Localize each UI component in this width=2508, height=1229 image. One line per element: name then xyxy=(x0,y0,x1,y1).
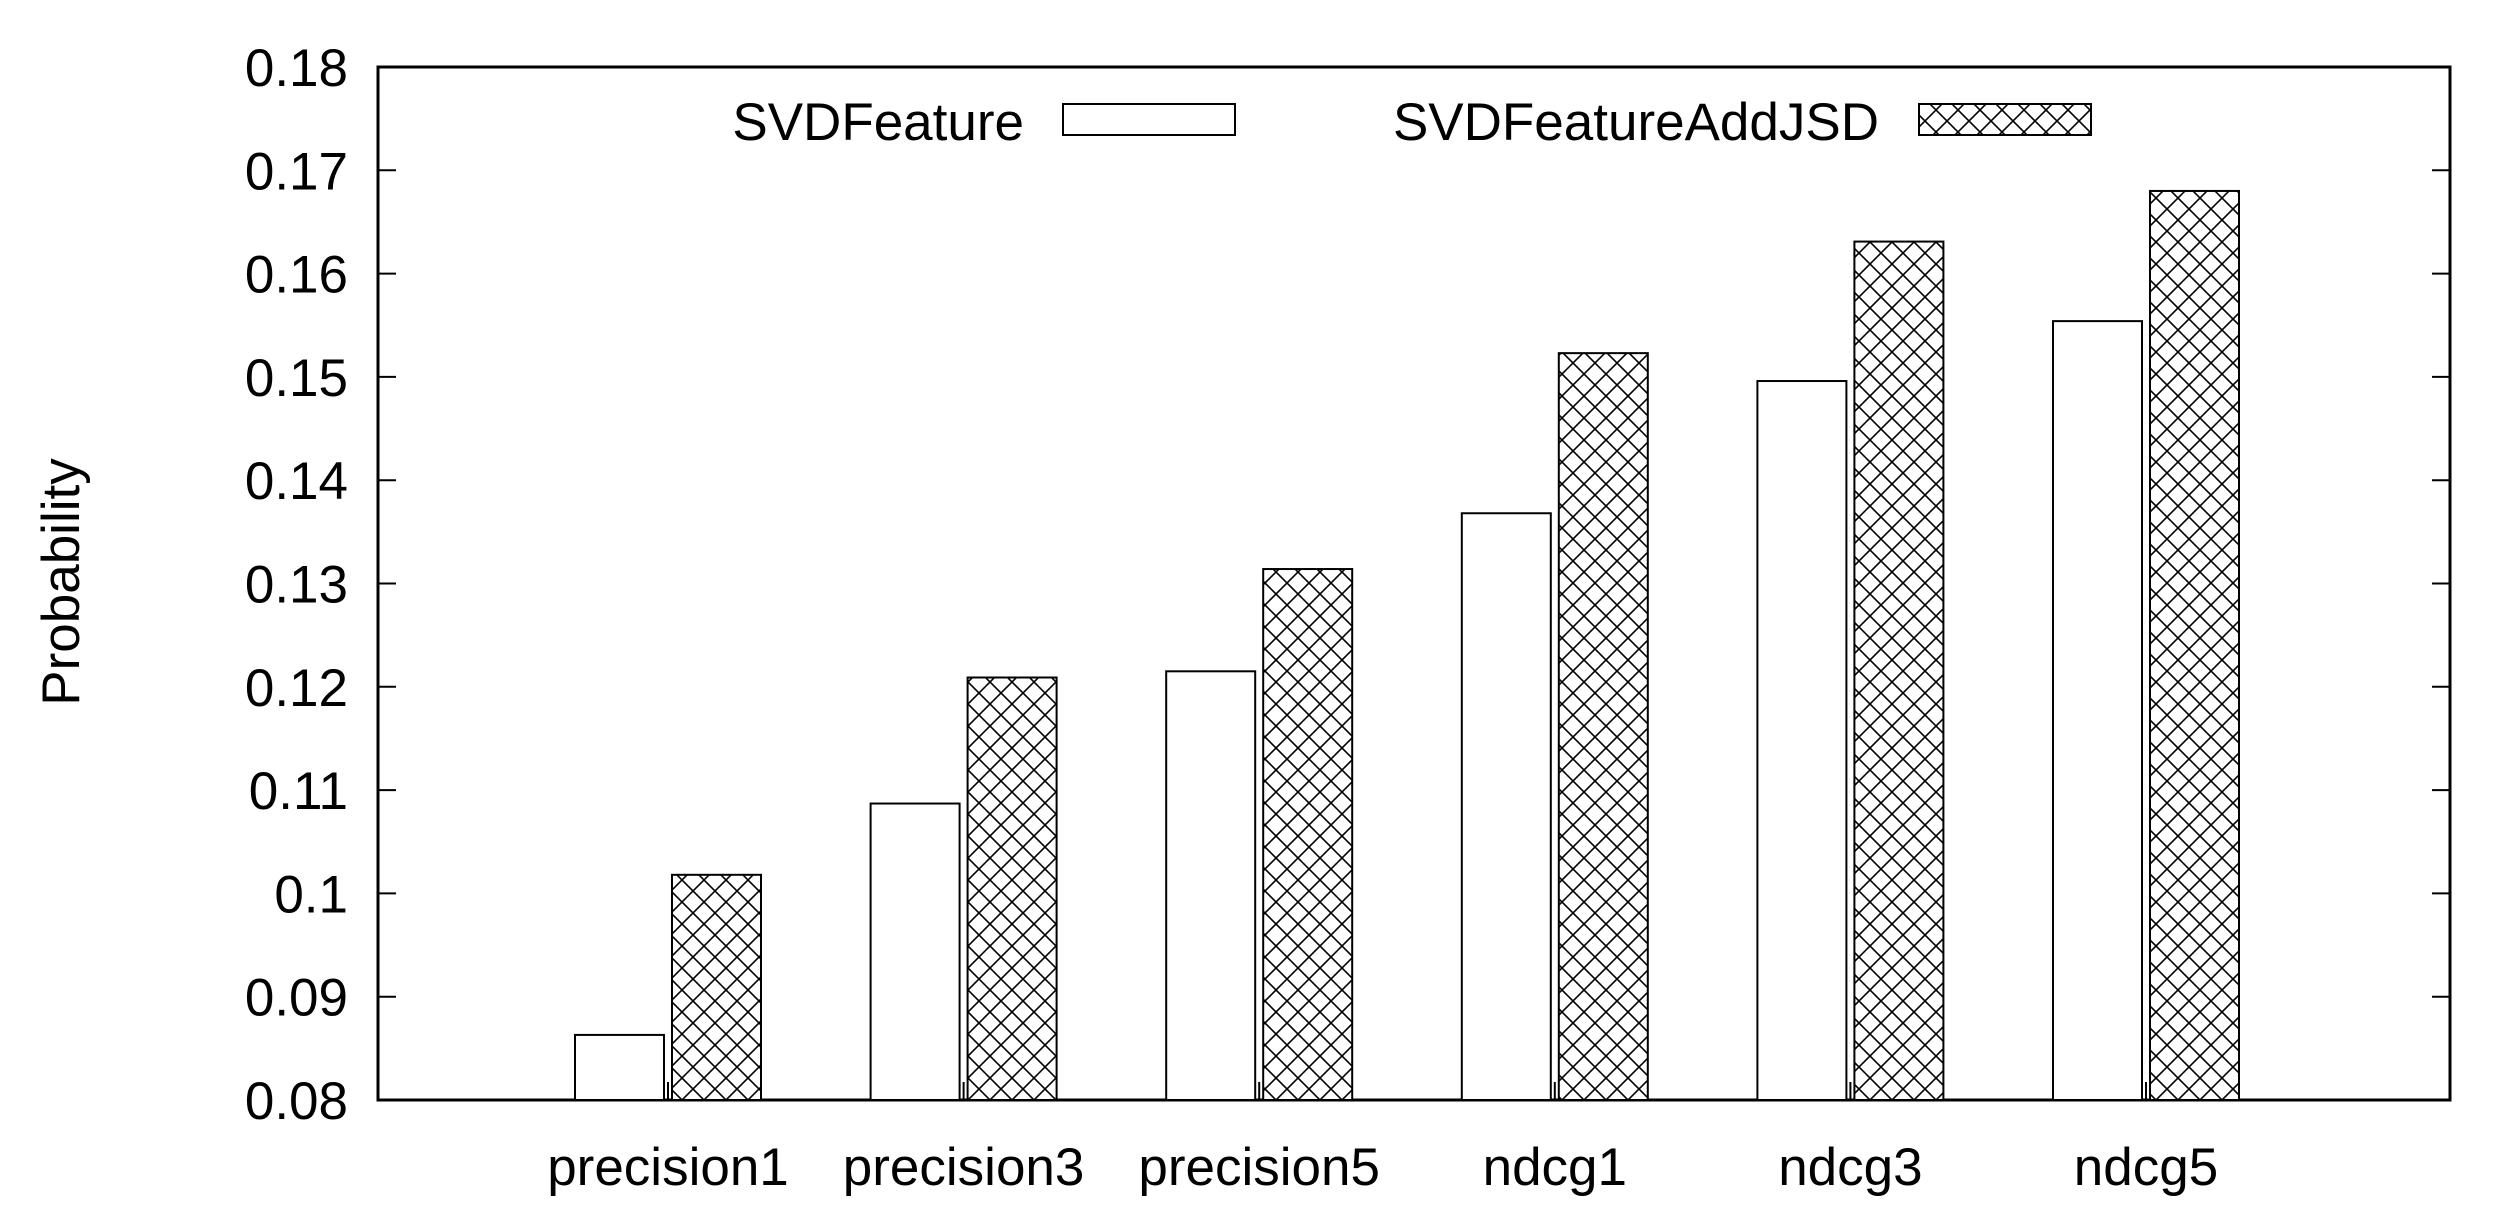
legend-swatch xyxy=(1918,103,2092,136)
bar-svdfeature-ndcg1 xyxy=(1460,512,1552,1101)
bar-svdfeatureaddjsd-ndcg1 xyxy=(1557,352,1649,1101)
bar-svdfeature-precision5 xyxy=(1165,670,1257,1101)
y-tick-label: 0.18 xyxy=(245,39,348,98)
bar-svdfeatureaddjsd-precision3 xyxy=(966,676,1058,1101)
bar-svdfeatureaddjsd-ndcg3 xyxy=(1853,240,1945,1101)
bar-svdfeatureaddjsd-precision5 xyxy=(1262,568,1354,1101)
y-tick-label: 0.1 xyxy=(274,865,348,924)
x-tick-label: precision3 xyxy=(843,1138,1085,1197)
legend-label: SVDFeatureAddJSD xyxy=(1393,93,1879,152)
x-tick-label: precision1 xyxy=(547,1138,789,1197)
bar-svdfeature-ndcg5 xyxy=(2052,320,2143,1102)
x-tick-label: precision5 xyxy=(1138,1138,1380,1197)
y-tick-label: 0.13 xyxy=(245,556,348,615)
y-axis-title: Probability xyxy=(32,458,91,706)
y-tick-label: 0.08 xyxy=(245,1072,348,1131)
y-tick-label: 0.15 xyxy=(245,349,348,408)
y-tick-label: 0.12 xyxy=(245,659,348,718)
y-tick-label: 0.11 xyxy=(249,762,348,821)
x-tick-label: ndcg5 xyxy=(2074,1138,2218,1197)
bar-svdfeatureaddjsd-ndcg5 xyxy=(2149,189,2240,1101)
bar-svdfeature-ndcg3 xyxy=(1756,380,1848,1102)
x-tick-label: ndcg3 xyxy=(1778,1138,1922,1197)
legend-swatch xyxy=(1062,103,1236,136)
y-tick-label: 0.16 xyxy=(245,246,348,305)
x-tick-label: ndcg1 xyxy=(1483,1138,1627,1197)
bar-svdfeature-precision1 xyxy=(574,1033,665,1102)
bar-svdfeatureaddjsd-precision1 xyxy=(671,873,762,1102)
bar-svdfeature-precision3 xyxy=(869,802,961,1101)
y-tick-label: 0.09 xyxy=(245,969,348,1028)
legend-label: SVDFeature xyxy=(732,93,1024,152)
y-tick-label: 0.14 xyxy=(245,452,348,511)
y-tick-label: 0.17 xyxy=(245,142,348,201)
